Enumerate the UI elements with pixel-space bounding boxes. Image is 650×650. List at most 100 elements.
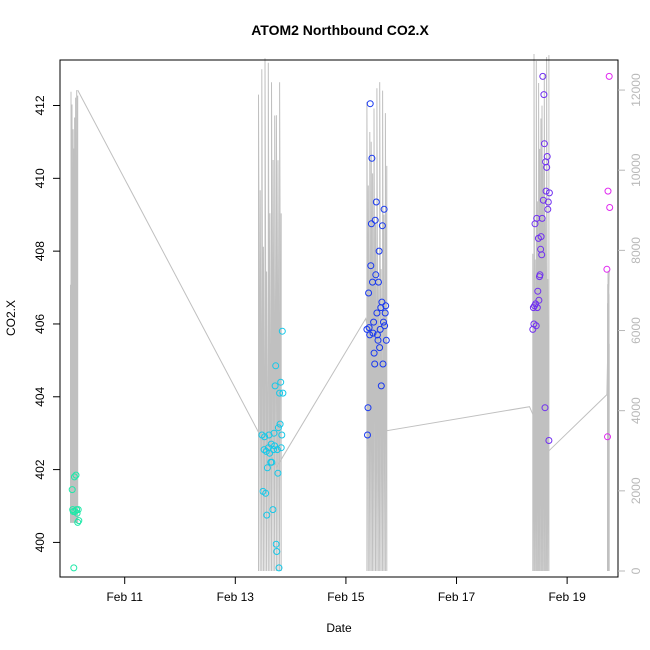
secondary-baseline-line [77,89,610,468]
data-point [534,287,542,295]
scatter-points-layer [68,72,614,572]
y-axis-right: 0 2000 4000 6000 8000 10000 12000 [618,73,643,574]
secondary-pulse-group [366,82,388,572]
data-point [274,469,282,477]
chart-title: ATOM2 Northbound CO2.X [251,22,429,38]
x-tick-label: Feb 13 [217,590,255,604]
data-point [530,320,538,328]
data-point [374,336,382,344]
data-point [274,424,282,432]
data-point [275,564,283,572]
data-point [366,331,374,339]
y2-tick-label: 2000 [629,477,643,504]
y2-tick-label: 0 [629,567,643,574]
x-axis: Feb 11 Feb 13 Feb 15 Feb 17 Feb 19 [106,576,586,604]
data-point [372,271,380,279]
y-axis-label: CO2.X [4,300,18,336]
data-point [538,214,546,222]
data-point [605,72,613,80]
data-point [376,344,384,352]
data-point [70,473,78,481]
data-point [532,322,540,330]
data-point [278,327,286,335]
secondary-pulse-group [70,90,79,523]
data-point [270,446,277,454]
data-point [541,404,549,412]
y2-tick-label: 12000 [629,73,643,107]
x-tick-label: Feb 17 [438,590,476,604]
data-point [604,187,612,195]
data-point [382,302,390,310]
data-point [603,265,611,273]
y-tick-label: 406 [33,314,47,334]
data-point [537,233,545,241]
data-point [277,378,285,386]
y-tick-label: 412 [33,95,47,115]
data-point [270,429,278,437]
data-point [266,449,274,457]
data-point [373,331,381,339]
data-point [276,389,284,397]
secondary-pulse-group [258,58,282,572]
y-tick-label: 404 [33,386,47,406]
data-point [279,389,287,397]
data-point [540,140,548,148]
data-point [604,433,611,441]
data-point [545,437,553,444]
data-point [271,382,279,390]
data-point [370,349,378,357]
data-point [365,289,373,297]
data-point [544,205,552,213]
data-point [268,458,276,466]
data-point [70,564,78,572]
data-point [366,100,374,108]
data-point [382,336,390,344]
data-point [263,464,271,472]
data-point [377,382,385,390]
data-point [369,329,377,337]
data-point [273,446,281,454]
data-point [536,271,544,279]
secondary-pulse-group [532,53,550,572]
y-tick-label: 400 [33,532,47,552]
data-point [378,298,386,306]
data-point [543,163,551,171]
data-point [533,304,541,312]
data-point [379,360,387,368]
data-point [538,251,546,259]
data-point [365,324,373,332]
data-point [276,420,284,428]
y-tick-label: 408 [33,241,47,261]
data-point [370,318,378,326]
y2-tick-label: 4000 [629,397,643,424]
data-point [381,309,389,317]
data-point [545,189,553,197]
data-point [68,486,76,494]
y2-tick-label: 8000 [629,237,643,264]
data-point [380,205,388,213]
data-point [375,278,382,286]
data-point [72,471,80,479]
y2-tick-label: 10000 [629,153,643,187]
data-point [363,325,371,333]
data-point [74,506,82,514]
y-tick-label: 402 [33,459,47,479]
x-tick-label: Feb 15 [327,590,365,604]
data-point [368,154,376,162]
data-point [73,509,81,517]
data-point [543,153,551,160]
data-point [260,446,268,454]
data-point [542,187,550,195]
data-point [371,360,379,368]
data-point [262,447,270,455]
data-point [375,247,383,255]
data-point [380,318,387,326]
data-point [540,91,548,99]
data-point [381,322,389,330]
data-point [371,216,379,224]
x-axis-label: Date [326,621,352,635]
data-point [378,222,386,230]
data-point [367,220,375,228]
data-point [364,431,371,439]
